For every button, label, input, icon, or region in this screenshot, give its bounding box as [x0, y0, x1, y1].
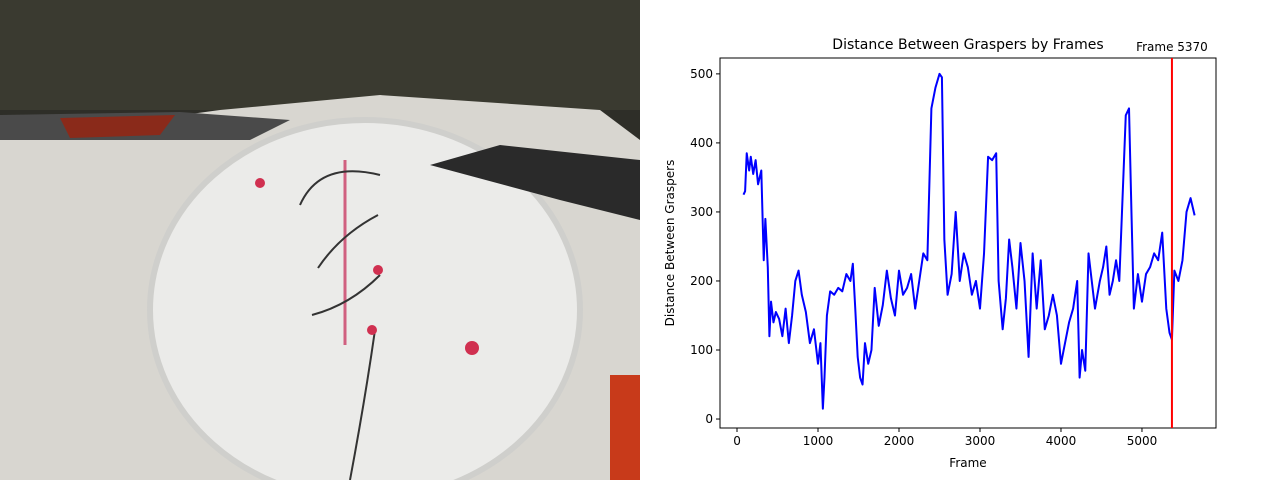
frame-top	[0, 0, 640, 110]
grasper-tip	[60, 115, 175, 138]
y-axis-label: Distance Between Graspers	[663, 160, 677, 327]
x-tick-label: 4000	[1046, 434, 1077, 448]
dot	[373, 265, 383, 275]
y-tick-label: 500	[690, 67, 713, 81]
x-tick-label: 3000	[965, 434, 996, 448]
x-tick-label: 0	[733, 434, 741, 448]
dot	[465, 341, 479, 355]
video-frame	[0, 0, 640, 480]
y-tick-label: 0	[705, 412, 713, 426]
x-tick-label: 5000	[1127, 434, 1158, 448]
right-grasper	[430, 145, 640, 220]
suture	[317, 214, 379, 269]
suture-pad	[147, 117, 583, 480]
thread	[349, 329, 376, 480]
y-tick-label: 400	[690, 136, 713, 150]
x-tick-label: 2000	[884, 434, 915, 448]
dot	[255, 178, 265, 188]
y-tick-label: 100	[690, 343, 713, 357]
x-tick-label: 1000	[803, 434, 834, 448]
chart: Distance Between Graspers by Frames Fram…	[663, 37, 1217, 470]
y-tick-label: 200	[690, 274, 713, 288]
chart-title: Distance Between Graspers by Frames	[832, 37, 1103, 53]
plot-frame	[719, 57, 1217, 429]
dot	[367, 325, 377, 335]
suture	[311, 274, 381, 316]
frame-marker-label: Frame 5370	[1136, 40, 1208, 54]
y-tick-label: 300	[690, 205, 713, 219]
frame-edge	[610, 375, 640, 480]
data-line	[742, 72, 1196, 410]
needle	[299, 170, 381, 206]
x-axis-label: Frame	[949, 456, 986, 470]
